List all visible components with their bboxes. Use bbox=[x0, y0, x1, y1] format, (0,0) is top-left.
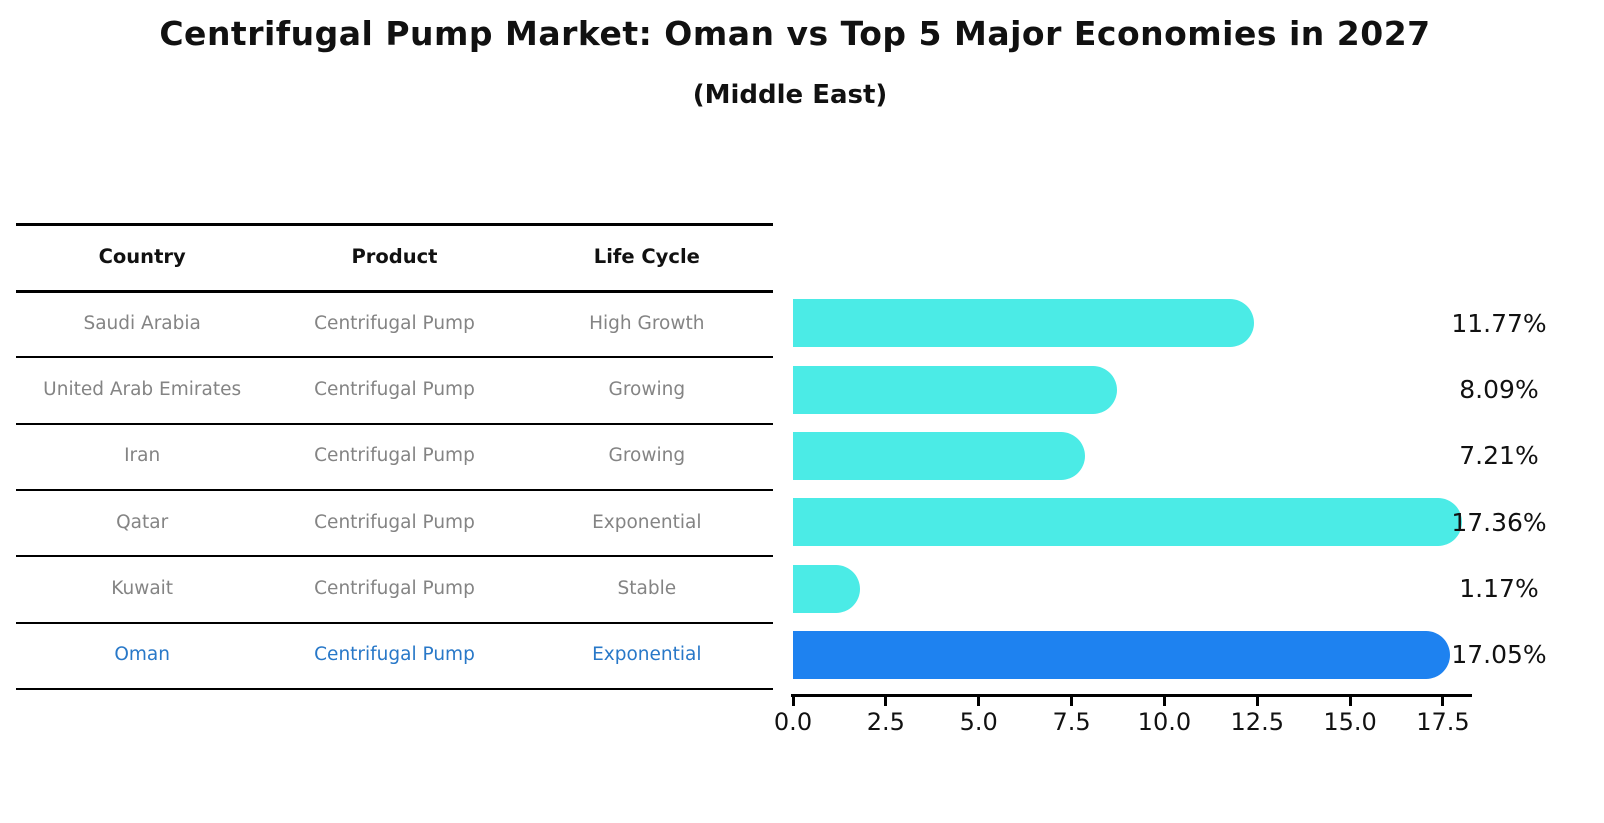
x-tick-label: 0.0 bbox=[773, 708, 813, 736]
country-cell: United Arab Emirates bbox=[43, 378, 242, 400]
table-row-kuwait: Kuwait Centrifugal Pump Stable bbox=[16, 555, 773, 621]
table-row-oman: Oman Centrifugal Pump Exponential bbox=[16, 622, 773, 688]
product-cell: Centrifugal Pump bbox=[314, 644, 475, 666]
life-cycle-cell: Exponential bbox=[592, 511, 702, 533]
chart-subtitle: (Middle East) bbox=[692, 80, 888, 110]
column-header-country: Country bbox=[98, 245, 186, 268]
bar-oman bbox=[793, 630, 1451, 679]
table-header-rule bbox=[16, 290, 773, 293]
life-cycle-cell: Growing bbox=[608, 378, 686, 400]
x-tick-label: 5.0 bbox=[959, 708, 998, 736]
x-tick-mark bbox=[884, 694, 888, 706]
table-header-row: Country Product Life Cycle bbox=[16, 223, 773, 290]
table-row-rule bbox=[16, 422, 773, 425]
value-label-oman: 17.05% bbox=[1451, 640, 1547, 670]
table-row-qatar: Qatar Centrifugal Pump Exponential bbox=[16, 489, 773, 555]
column-header-product: Product bbox=[351, 245, 438, 268]
country-cell: Kuwait bbox=[111, 577, 174, 599]
bar-iran bbox=[793, 431, 1085, 480]
value-label-qatar: 17.36% bbox=[1451, 507, 1547, 537]
life-cycle-cell: High Growth bbox=[589, 312, 705, 334]
x-tick-mark bbox=[1255, 694, 1259, 706]
life-cycle-cell: Stable bbox=[617, 577, 677, 599]
table-row-united-arab-emirates: United Arab Emirates Centrifugal Pump Grow… bbox=[16, 356, 773, 422]
table-row-rule bbox=[16, 489, 773, 491]
table-bottom-rule bbox=[16, 688, 773, 690]
country-cell: Iran bbox=[124, 445, 161, 467]
life-cycle-cell: Exponential bbox=[592, 644, 702, 666]
country-cell: Qatar bbox=[116, 511, 169, 533]
x-tick-label: 12.5 bbox=[1230, 708, 1284, 736]
product-cell: Centrifugal Pump bbox=[314, 577, 475, 599]
country-cell: Saudi Arabia bbox=[83, 312, 201, 334]
x-tick-label: 10.0 bbox=[1137, 708, 1192, 736]
bar-united-arab-emirates bbox=[793, 365, 1118, 414]
table-row-saudi-arabia: Saudi Arabia Centrifugal Pump High Growth bbox=[16, 290, 773, 356]
x-tick-label: 17.5 bbox=[1416, 708, 1470, 736]
x-tick-mark bbox=[1070, 694, 1074, 706]
x-tick-label: 15.0 bbox=[1323, 708, 1377, 736]
table-top-rule bbox=[16, 223, 773, 226]
table-row-iran: Iran Centrifugal Pump Growing bbox=[16, 423, 773, 489]
x-tick-label: 2.5 bbox=[866, 708, 905, 736]
product-cell: Centrifugal Pump bbox=[314, 445, 475, 467]
value-label-iran: 7.21% bbox=[1459, 441, 1539, 471]
column-header-life-cycle: Life Cycle bbox=[593, 245, 700, 268]
table-row-rule bbox=[16, 555, 773, 558]
x-tick-mark bbox=[1348, 694, 1352, 706]
product-cell: Centrifugal Pump bbox=[314, 511, 475, 533]
bar-kuwait bbox=[793, 564, 861, 613]
product-cell: Centrifugal Pump bbox=[314, 378, 475, 400]
bar-qatar bbox=[793, 498, 1462, 547]
chart-title: Centrifugal Pump Market: Oman vs Top 5 M… bbox=[159, 14, 1431, 53]
x-tick-mark bbox=[1441, 694, 1445, 706]
product-cell: Centrifugal Pump bbox=[314, 312, 475, 334]
table-row-rule bbox=[16, 621, 773, 624]
x-axis-spine bbox=[791, 694, 1472, 697]
country-cell: Oman bbox=[114, 644, 170, 666]
x-tick-label: 7.5 bbox=[1052, 708, 1091, 736]
value-label-kuwait: 1.17% bbox=[1459, 574, 1539, 603]
x-tick-mark bbox=[791, 694, 795, 706]
value-label-united-arab-emirates: 8.09% bbox=[1459, 375, 1539, 404]
value-label-saudi-arabia: 11.77% bbox=[1451, 308, 1547, 338]
life-cycle-cell: Growing bbox=[608, 445, 686, 467]
table-row-rule bbox=[16, 356, 773, 359]
bar-saudi-arabia bbox=[793, 299, 1255, 348]
x-tick-mark bbox=[1162, 694, 1166, 706]
x-tick-mark bbox=[977, 694, 981, 706]
